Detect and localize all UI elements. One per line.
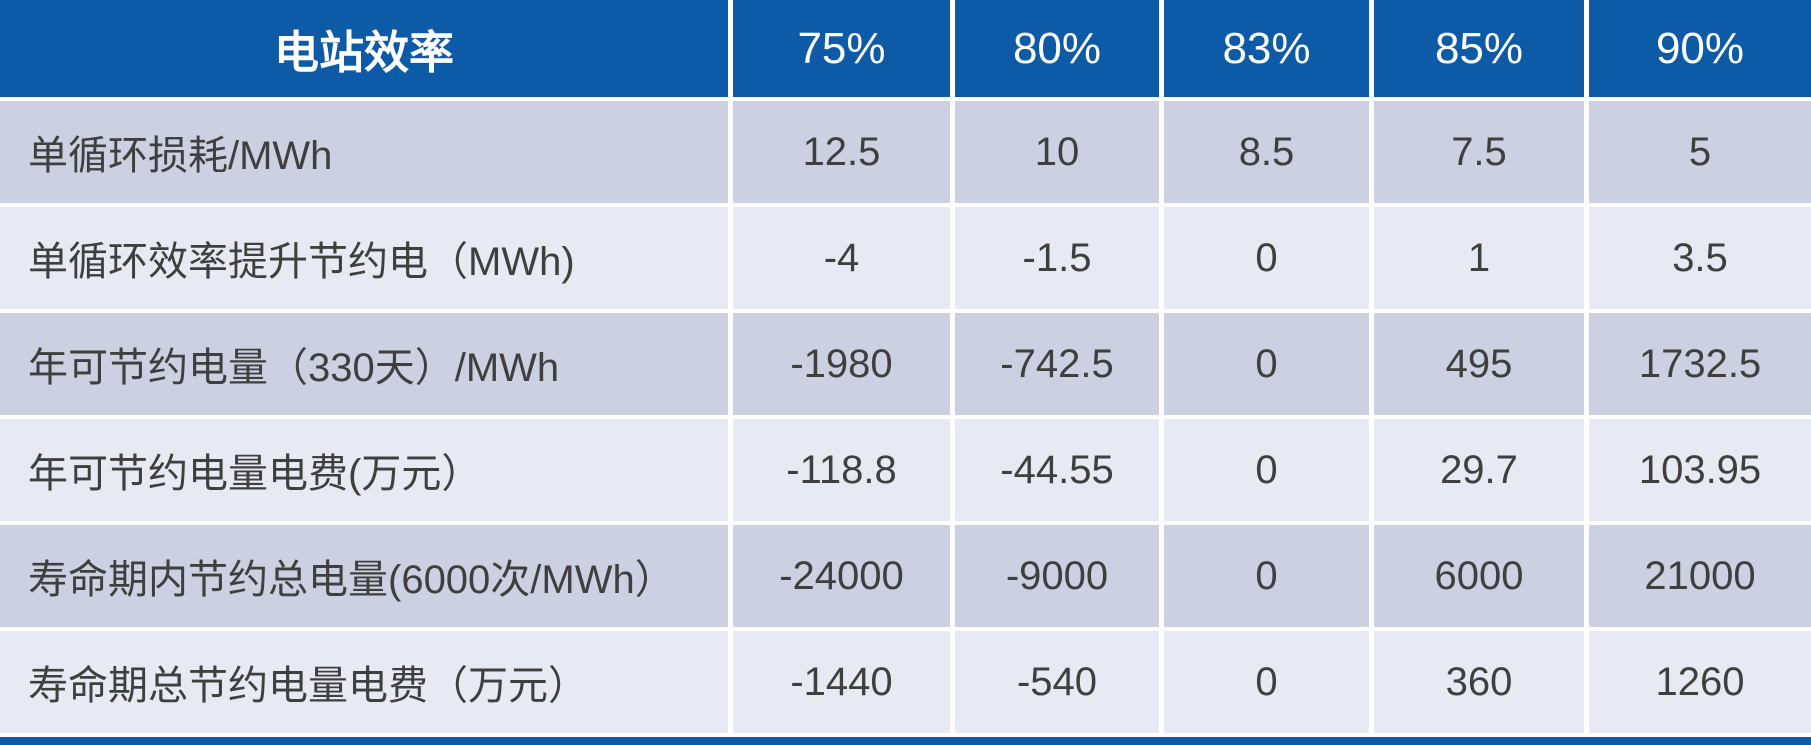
table-row: 年可节约电量电费(万元） -118.8 -44.55 0 29.7 103.95 (0, 419, 1811, 525)
header-col-83: 83% (1164, 0, 1374, 101)
value-cell: 10 (955, 101, 1164, 207)
value-cell: 29.7 (1374, 419, 1589, 525)
bottom-accent-bar (0, 737, 1811, 745)
value-cell: 360 (1374, 631, 1589, 737)
row-label: 单循环损耗/MWh (0, 101, 733, 207)
value-cell: -1.5 (955, 207, 1164, 313)
value-cell: 21000 (1589, 525, 1811, 631)
value-cell: -9000 (955, 525, 1164, 631)
value-cell: -24000 (733, 525, 955, 631)
table-row: 寿命期内节约总电量(6000次/MWh） -24000 -9000 0 6000… (0, 525, 1811, 631)
value-cell: 5 (1589, 101, 1811, 207)
value-cell: -1440 (733, 631, 955, 737)
header-col-85: 85% (1374, 0, 1589, 101)
value-cell: 0 (1164, 631, 1374, 737)
row-label: 单循环效率提升节约电（MWh) (0, 207, 733, 313)
value-cell: 1260 (1589, 631, 1811, 737)
header-title-cell: 电站效率 (0, 0, 733, 101)
value-cell: 0 (1164, 313, 1374, 419)
value-cell: 3.5 (1589, 207, 1811, 313)
value-cell: 1732.5 (1589, 313, 1811, 419)
value-cell: -118.8 (733, 419, 955, 525)
value-cell: 6000 (1374, 525, 1589, 631)
value-cell: 12.5 (733, 101, 955, 207)
table-row: 单循环效率提升节约电（MWh) -4 -1.5 0 1 3.5 (0, 207, 1811, 313)
row-label: 年可节约电量电费(万元） (0, 419, 733, 525)
row-label: 年可节约电量（330天）/MWh (0, 313, 733, 419)
value-cell: -44.55 (955, 419, 1164, 525)
header-row: 电站效率 75% 80% 83% 85% 90% (0, 0, 1811, 101)
header-col-90: 90% (1589, 0, 1811, 101)
header-col-80: 80% (955, 0, 1164, 101)
row-label: 寿命期总节约电量电费（万元） (0, 631, 733, 737)
row-label: 寿命期内节约总电量(6000次/MWh） (0, 525, 733, 631)
table-row: 年可节约电量（330天）/MWh -1980 -742.5 0 495 1732… (0, 313, 1811, 419)
value-cell: 7.5 (1374, 101, 1589, 207)
value-cell: -540 (955, 631, 1164, 737)
table-row: 寿命期总节约电量电费（万元） -1440 -540 0 360 1260 (0, 631, 1811, 737)
value-cell: 0 (1164, 419, 1374, 525)
value-cell: 103.95 (1589, 419, 1811, 525)
value-cell: -4 (733, 207, 955, 313)
value-cell: 8.5 (1164, 101, 1374, 207)
value-cell: -1980 (733, 313, 955, 419)
value-cell: 495 (1374, 313, 1589, 419)
value-cell: 0 (1164, 525, 1374, 631)
value-cell: 0 (1164, 207, 1374, 313)
value-cell: 1 (1374, 207, 1589, 313)
table-row: 单循环损耗/MWh 12.5 10 8.5 7.5 5 (0, 101, 1811, 207)
header-col-75: 75% (733, 0, 955, 101)
value-cell: -742.5 (955, 313, 1164, 419)
